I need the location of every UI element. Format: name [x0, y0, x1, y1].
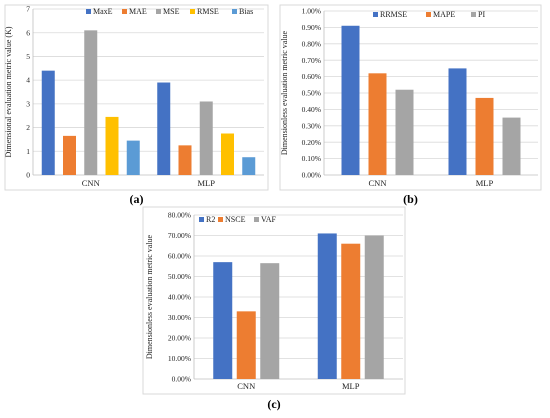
y-tick-label: 0.90%: [302, 23, 321, 32]
x-category-label: CNN: [82, 178, 100, 188]
y-tick-label: 40.00%: [168, 293, 191, 302]
y-tick-label: 2: [26, 123, 30, 132]
y-axis-label: Dimensionless evaluation metric value: [145, 234, 154, 359]
legend-swatch: [426, 12, 431, 17]
x-category-label: MLP: [198, 178, 216, 188]
legend-label: R2: [206, 215, 215, 224]
bar-r2-cnn: [213, 262, 233, 379]
y-tick-label: 60.00%: [168, 252, 191, 261]
bar-rrmse-mlp: [448, 68, 467, 175]
x-category-label: MLP: [342, 381, 360, 391]
bar-maxe-mlp: [157, 82, 171, 175]
bar-mae-mlp: [178, 145, 192, 175]
chart-panel-2: 0.00% 0.10% 0.20% 0.30% 0.40% 0.50% 0.60% 0.70%…: [279, 4, 542, 191]
bar-nsce-cnn: [236, 311, 256, 379]
bar-bias-cnn: [126, 140, 140, 175]
legend-swatch: [232, 9, 237, 14]
legend-swatch: [190, 9, 195, 14]
y-tick-label: 3: [26, 99, 30, 108]
y-tick-label: 0.70%: [302, 56, 321, 65]
legend-swatch: [199, 217, 204, 222]
y-axis-label: Dimensional evaluation metric value (K): [4, 26, 13, 157]
y-tick-label: 50.00%: [168, 272, 191, 281]
legend-swatch: [218, 217, 223, 222]
panel-label: (a): [130, 192, 144, 206]
bar-mse-mlp: [199, 101, 213, 175]
y-tick-label: 7: [26, 5, 30, 14]
legend-label: MSE: [163, 7, 180, 16]
bar-mse-cnn: [84, 30, 98, 175]
legend-label: MaxE: [93, 7, 113, 16]
legend-label: MAE: [129, 7, 147, 16]
bar-pi-cnn: [395, 89, 414, 175]
panel-border: [279, 4, 542, 191]
bar-bias-mlp: [242, 157, 256, 175]
chart-panel-1: 0 1 2 3 4 5 6 7 CNN MLP MaxE MAE MSE RMSE Bias Dimensio…: [4, 4, 269, 191]
legend-swatch: [373, 12, 378, 17]
legend-label: Bias: [239, 7, 253, 16]
y-tick-label: 0.60%: [302, 72, 321, 81]
bar-mape-mlp: [475, 97, 494, 175]
y-tick-label: 1.00%: [302, 7, 321, 16]
y-tick-label: 80.00%: [168, 211, 191, 220]
y-tick-label: 10.00%: [168, 354, 191, 363]
panel-border: [142, 206, 406, 395]
bar-mape-cnn: [368, 73, 387, 175]
y-tick-label: 20.00%: [168, 334, 191, 343]
legend-swatch: [254, 217, 259, 222]
legend-label: RRMSE: [380, 10, 407, 19]
legend-label: RMSE: [197, 7, 219, 16]
y-tick-label: 0.00%: [302, 171, 321, 180]
y-axis-label: Dimensionless evaluation metric value: [280, 30, 289, 155]
y-tick-label: 0.80%: [302, 39, 321, 48]
y-tick-label: 0.10%: [302, 154, 321, 163]
panel-label: (b): [403, 192, 418, 206]
y-tick-label: 0.30%: [302, 121, 321, 130]
bar-nsce-mlp: [341, 243, 361, 379]
bar-vaf-cnn: [260, 263, 280, 379]
bar-rrmse-cnn: [341, 25, 360, 176]
bar-r2-mlp: [317, 233, 337, 379]
y-tick-label: 30.00%: [168, 313, 191, 322]
legend-label: MAPE: [433, 10, 455, 19]
y-tick-label: 5: [26, 52, 30, 61]
bar-rmse-mlp: [221, 133, 234, 175]
bar-mae-cnn: [63, 135, 76, 175]
legend-label: NSCE: [225, 215, 246, 224]
bar-rmse-cnn: [105, 116, 119, 175]
y-tick-label: 1: [26, 147, 30, 156]
panel-border: [4, 4, 269, 191]
y-tick-label: 0: [26, 171, 30, 180]
legend-swatch: [86, 9, 91, 14]
y-tick-label: 0.40%: [302, 105, 321, 114]
bar-vaf-mlp: [364, 235, 384, 379]
legend-label: VAF: [261, 215, 277, 224]
bar-pi-mlp: [502, 117, 521, 175]
x-category-label: CNN: [369, 178, 387, 188]
x-category-label: MLP: [476, 178, 494, 188]
y-tick-label: 70.00%: [168, 231, 191, 240]
legend-swatch: [156, 9, 161, 14]
y-tick-label: 6: [26, 28, 30, 37]
y-tick-label: 4: [26, 76, 30, 85]
panel-label: (c): [267, 397, 280, 411]
y-tick-label: 0.20%: [302, 138, 321, 147]
y-tick-label: 0.50%: [302, 89, 321, 98]
legend-label: PI: [478, 10, 485, 19]
y-tick-label: 0.00%: [172, 375, 191, 384]
legend-swatch: [122, 9, 127, 14]
bar-maxe-cnn: [41, 70, 55, 175]
x-category-label: CNN: [237, 381, 255, 391]
chart-panel-3: 0.00% 10.00% 20.00% 30.00% 40.00% 50.00% 60.00…: [142, 206, 406, 395]
legend-swatch: [471, 12, 476, 17]
